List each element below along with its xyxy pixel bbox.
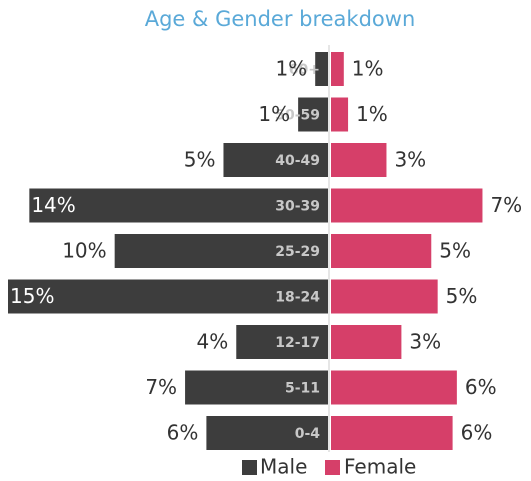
female-bar: [331, 52, 344, 86]
female-value-label: 5%: [446, 284, 478, 308]
legend-swatch: [242, 460, 257, 475]
female-bar: [331, 143, 387, 177]
category-label: 60+: [289, 62, 320, 78]
female-value-label: 3%: [409, 330, 441, 354]
category-label: 25-29: [275, 244, 320, 260]
female-value-label: 6%: [461, 421, 493, 445]
male-bar: [8, 279, 328, 314]
male-value-label: 10%: [62, 239, 106, 263]
male-value-label: 4%: [197, 330, 229, 354]
category-label: 50-59: [275, 108, 320, 124]
female-value-label: 1%: [352, 57, 384, 81]
male-bar: [223, 143, 328, 177]
female-bar: [331, 279, 438, 314]
category-label: 30-39: [275, 199, 320, 215]
female-bar: [331, 325, 402, 359]
male-bar: [185, 370, 328, 405]
male-bar: [298, 97, 328, 132]
female-value-label: 3%: [394, 148, 426, 172]
category-label: 12-17: [275, 335, 320, 351]
male-value-label: 1%: [275, 57, 307, 81]
category-label: 40-49: [275, 153, 320, 169]
male-bar: [114, 234, 329, 268]
female-bar: [331, 188, 483, 223]
legend-swatch: [325, 460, 340, 475]
category-label: 0-4: [295, 426, 321, 442]
male-value-label: 7%: [145, 375, 177, 399]
female-value-label: 5%: [439, 239, 471, 263]
male-value-label: 1%: [258, 102, 290, 126]
female-value-label: 1%: [356, 102, 388, 126]
category-label: 5-11: [285, 381, 320, 397]
male-value-label: 14%: [31, 193, 75, 217]
male-bar: [315, 52, 328, 86]
male-value-label: 5%: [184, 148, 216, 172]
female-value-label: 6%: [465, 375, 497, 399]
legend-label: Female: [344, 455, 416, 479]
male-bar: [29, 188, 328, 223]
female-bar: [331, 234, 432, 268]
category-label: 18-24: [275, 290, 320, 306]
female-bar: [331, 416, 453, 450]
female-bar: [331, 370, 457, 405]
female-value-label: 7%: [490, 193, 522, 217]
male-value-label: 15%: [10, 284, 54, 308]
male-bar: [206, 416, 328, 450]
male-value-label: 6%: [167, 421, 199, 445]
male-bar: [236, 325, 328, 359]
chart-title: Age & Gender breakdown: [145, 7, 416, 31]
female-bar: [331, 97, 349, 132]
legend-label: Male: [260, 455, 307, 479]
